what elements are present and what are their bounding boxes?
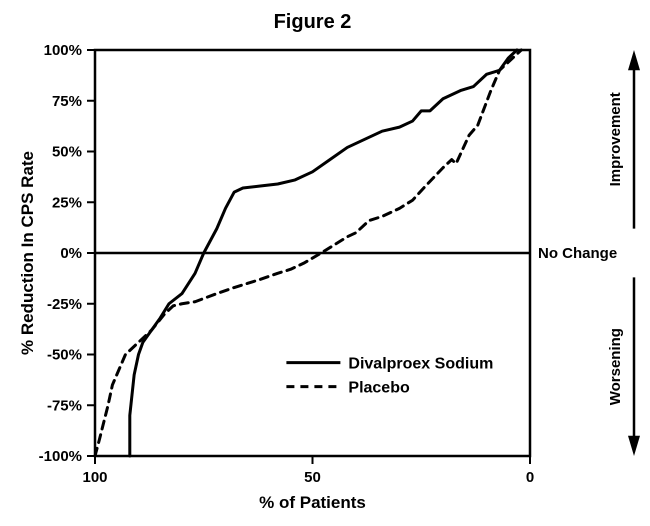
y-tick-label: -25%	[47, 296, 82, 313]
y-tick-label: 100%	[44, 42, 82, 59]
x-tick-label: 100	[82, 469, 107, 486]
chart-container: Figure 2 -100% -75% -50% -25% 0% 25% 50% 75% 100%…	[0, 0, 650, 526]
y-tick-label: 50%	[52, 144, 82, 161]
annotation-no-change: No Change	[538, 245, 617, 262]
y-tick-label: 0%	[60, 245, 82, 262]
y-tick-label: -100%	[39, 448, 82, 465]
chart-title: Figure 2	[274, 11, 352, 33]
y-axis-label: % Reduction In CPS Rate	[18, 151, 37, 355]
annotation-improvement: Improvement	[607, 92, 624, 186]
y-tick-label: 25%	[52, 194, 82, 211]
legend-label: Divalproex Sodium	[348, 356, 493, 373]
y-tick-label: 75%	[52, 93, 82, 110]
x-axis-label: % of Patients	[259, 493, 366, 512]
x-tick-label: 0	[526, 469, 534, 486]
y-tick-label: -75%	[47, 397, 82, 414]
figure-svg: Figure 2 -100% -75% -50% -25% 0% 25% 50% 75% 100%…	[0, 0, 650, 526]
y-tick-label: -50%	[47, 347, 82, 364]
x-tick-label: 50	[304, 469, 321, 486]
legend-label: Placebo	[348, 380, 410, 397]
annotation-worsening: Worsening	[607, 328, 624, 405]
